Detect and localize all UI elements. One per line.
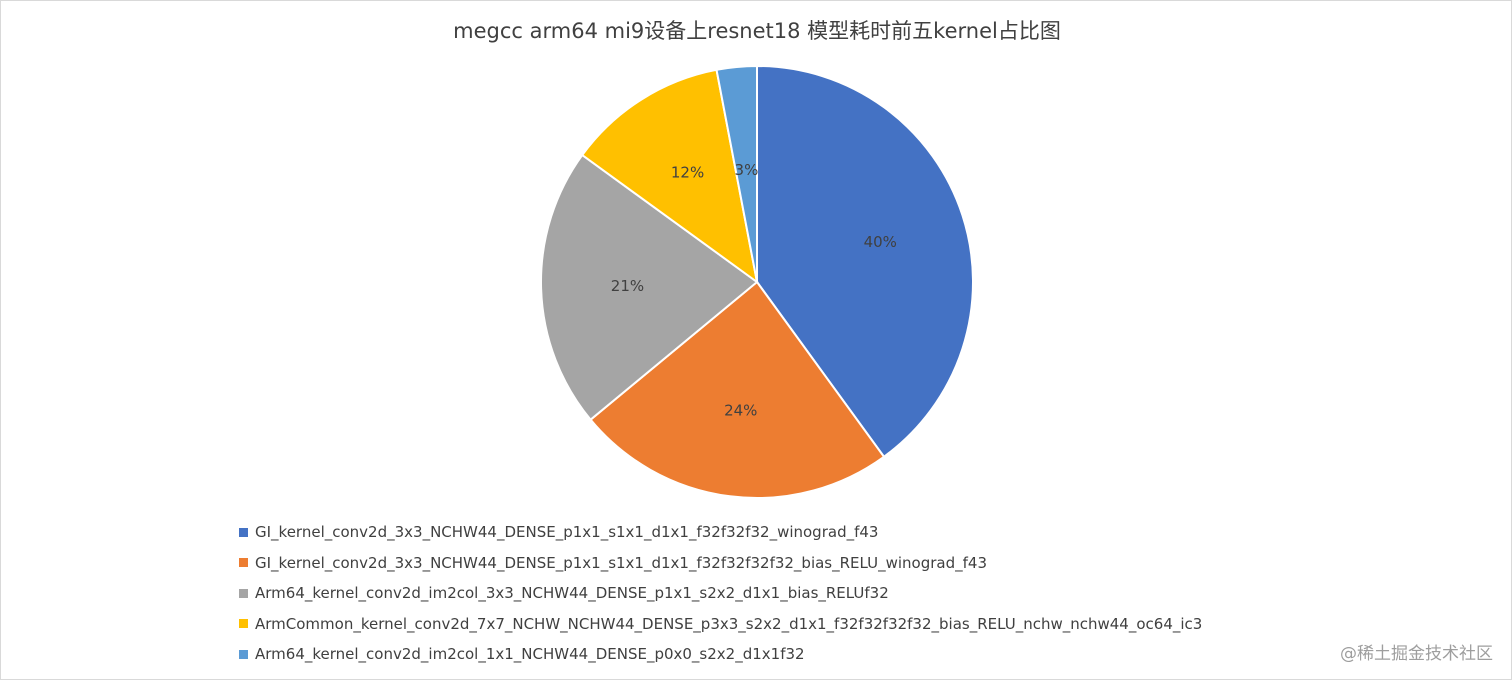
pie-slice-2 <box>589 280 886 499</box>
pie-slice-5 <box>715 64 758 283</box>
legend-swatch <box>239 588 248 598</box>
pie-slice-label-2: 24% <box>724 402 757 420</box>
legend-item-5: Arm64_kernel_conv2d_im2col_1x1_NCHW44_DE… <box>239 639 1202 670</box>
legend-label: GI_kernel_conv2d_3x3_NCHW44_DENSE_p1x1_s… <box>255 523 879 542</box>
pie-slice-label-4: 12% <box>671 164 704 182</box>
legend-item-3: Arm64_kernel_conv2d_im2col_3x3_NCHW44_DE… <box>239 578 1202 609</box>
legend-label: Arm64_kernel_conv2d_im2col_1x1_NCHW44_DE… <box>255 645 805 664</box>
pie-slice-3 <box>540 153 759 422</box>
pie-slice-label-5: 3% <box>735 161 759 179</box>
legend-swatch <box>239 558 248 568</box>
legend-label: GI_kernel_conv2d_3x3_NCHW44_DENSE_p1x1_s… <box>255 553 988 572</box>
pie-slice-label-1: 40% <box>864 233 897 251</box>
pie-slice-1 <box>756 64 974 459</box>
pie-slice-4 <box>580 68 759 285</box>
legend-swatch <box>239 527 248 537</box>
chart-legend: GI_kernel_conv2d_3x3_NCHW44_DENSE_p1x1_s… <box>239 517 1202 670</box>
pie-slice-label-3: 21% <box>611 277 644 295</box>
legend-swatch <box>239 619 248 629</box>
chart-title: megcc arm64 mi9设备上resnet18 模型耗时前五kernel占… <box>453 19 1061 43</box>
legend-item-1: GI_kernel_conv2d_3x3_NCHW44_DENSE_p1x1_s… <box>239 517 1202 548</box>
legend-swatch <box>239 649 248 659</box>
watermark: @稀土掘金技术社区 <box>1340 644 1493 664</box>
legend-item-2: GI_kernel_conv2d_3x3_NCHW44_DENSE_p1x1_s… <box>239 548 1202 579</box>
legend-item-4: ArmCommon_kernel_conv2d_7x7_NCHW_NCHW44_… <box>239 609 1202 640</box>
legend-label: ArmCommon_kernel_conv2d_7x7_NCHW_NCHW44_… <box>255 614 1203 633</box>
legend-label: Arm64_kernel_conv2d_im2col_3x3_NCHW44_DE… <box>255 584 889 603</box>
